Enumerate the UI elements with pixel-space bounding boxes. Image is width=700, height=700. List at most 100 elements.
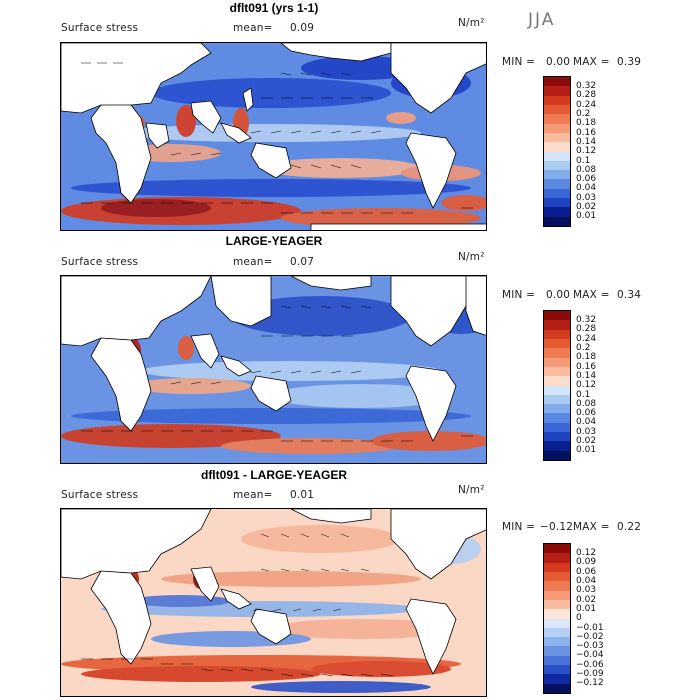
colorbar-label: 0.08 (576, 398, 597, 409)
colorbar-label: 0.18 (576, 352, 597, 363)
colorbar-swatch (544, 338, 570, 349)
panel3-title: dflt091 - LARGE-YEAGER (200, 468, 347, 482)
colorbar-label: 0.28 (576, 90, 597, 101)
colorbar-label: 0.02 (576, 202, 597, 213)
colorbar-label: 0.14 (576, 136, 597, 147)
colorbar-label: 0.12 (576, 380, 597, 391)
colorbar-label: 0.18 (576, 118, 597, 129)
colorbar-label: −0.01 (576, 622, 604, 633)
colorbar-swatch (544, 114, 570, 124)
colorbar-label: 0.2 (576, 108, 591, 119)
colorbar-label: 0.12 (576, 548, 597, 558)
colorbar-label: 0.16 (576, 127, 597, 138)
colorbar-swatch (544, 348, 570, 358)
colorbar-swatch (544, 683, 570, 693)
panel2-min-value: 0.00 (546, 289, 571, 301)
colorbar-swatch (544, 160, 570, 171)
panel1-min-label: MIN = (502, 56, 536, 68)
panel2-max-value: 0.34 (617, 289, 642, 301)
panel3-mean-value: 0.01 (290, 489, 315, 501)
colorbar-swatch (544, 77, 570, 87)
colorbar-swatch (544, 627, 570, 638)
colorbar-swatch (544, 329, 570, 339)
colorbar-label: 0.02 (576, 594, 597, 605)
colorbar-swatch (544, 441, 570, 451)
colorbar-label: 0.06 (576, 174, 597, 185)
panel1-units: N/m² (458, 17, 485, 29)
colorbar-label: 0 (576, 613, 582, 624)
land-masses (61, 43, 486, 230)
colorbar-label: 0.06 (576, 408, 597, 419)
panel3-units: N/m² (458, 484, 485, 496)
colorbar-swatch (544, 320, 570, 330)
colorbar-label: −0.02 (576, 631, 604, 642)
colorbar-swatch (544, 366, 570, 377)
colorbar-swatch (544, 207, 570, 217)
colorbar-label: 0.24 (576, 99, 597, 110)
panel3-variable-label: Surface stress (61, 489, 139, 501)
colorbar-label: 0.04 (576, 183, 597, 194)
colorbar-label: 0.09 (576, 557, 597, 568)
colorbar-swatch (544, 385, 570, 395)
colorbar-swatch (544, 142, 570, 152)
panel1-mean-label: mean= (233, 22, 273, 34)
colorbar-swatch (544, 450, 570, 460)
colorbar-swatch (544, 571, 570, 582)
panel3-colorbar (543, 543, 571, 694)
panel2-min-label: MIN = (502, 289, 536, 301)
colorbar-label: 0.32 (576, 81, 597, 91)
colorbar-swatch (544, 674, 570, 684)
panel1-colorbar (543, 76, 571, 227)
panel1-title: dflt091 (yrs 1-1) (229, 1, 319, 15)
colorbar-swatch (544, 581, 570, 591)
colorbar-label: −0.09 (576, 669, 604, 680)
colorbar-swatch (544, 86, 570, 96)
colorbar-swatch (544, 104, 570, 115)
panel2-variable-label: Surface stress (61, 256, 139, 268)
panel3-max-value: 0.22 (617, 521, 642, 533)
colorbar-label: −0.06 (576, 659, 604, 670)
colorbar-swatch (544, 198, 570, 208)
colorbar-label: −0.12 (576, 678, 604, 689)
colorbar-swatch (544, 413, 570, 423)
colorbar-swatch (544, 618, 570, 628)
colorbar-swatch (544, 655, 570, 666)
panel3-mean-label: mean= (233, 489, 273, 501)
panel1-colorbar-labels: 0.32 0.28 0.24 0.2 0.18 0.16 0.14 0.12 0.1 0.08 0.… (576, 81, 597, 222)
wind-arrows (81, 533, 394, 677)
colorbar-label: 0.2 (576, 342, 591, 353)
colorbar-label: 0.01 (576, 603, 597, 614)
colorbar-swatch (544, 394, 570, 405)
panel1-mean-value: 0.09 (290, 22, 315, 34)
colorbar-swatch (544, 637, 570, 647)
land-masses (61, 509, 486, 675)
colorbar-swatch (544, 170, 570, 180)
colorbar-label: −0.03 (576, 641, 604, 652)
colorbar-label: −0.04 (576, 650, 604, 661)
colorbar-swatch (544, 376, 570, 386)
panel2-map (60, 275, 487, 464)
colorbar-label: 0.02 (576, 436, 597, 447)
colorbar-swatch (544, 665, 570, 675)
panel1-max-label: MAX = (573, 56, 610, 68)
colorbar-swatch (544, 151, 570, 161)
colorbar-swatch (544, 95, 570, 105)
panel2-units: N/m² (458, 251, 485, 263)
panel3-min-value: −0.12 (540, 521, 574, 533)
colorbar-swatch (544, 599, 570, 610)
panel2-mean-label: mean= (233, 256, 273, 268)
colorbar-swatch (544, 590, 570, 600)
panel2-colorbar (543, 310, 571, 461)
colorbar-label: 0.01 (576, 445, 597, 456)
wind-arrows (81, 305, 473, 442)
colorbar-label: 0.32 (576, 315, 597, 325)
colorbar-label: 0.08 (576, 164, 597, 175)
colorbar-swatch (544, 422, 570, 433)
colorbar-swatch (544, 404, 570, 414)
colorbar-swatch (544, 544, 570, 554)
panel1-variable-label: Surface stress (61, 22, 139, 34)
panel3-max-label: MAX = (573, 521, 610, 533)
panel3-colorbar-labels: 0.12 0.09 0.06 0.04 0.03 0.02 0.01 0 −0.01 −0.02−… (576, 548, 604, 689)
panel1-min-value: 0.00 (546, 56, 571, 68)
colorbar-label: 0.06 (576, 566, 597, 577)
